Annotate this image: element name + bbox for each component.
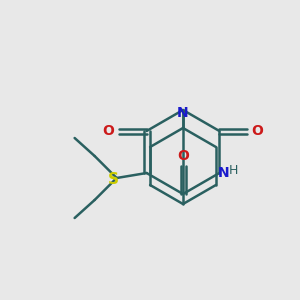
Text: S: S <box>108 172 119 188</box>
Text: O: O <box>251 124 263 138</box>
Text: O: O <box>103 124 115 138</box>
Text: H: H <box>229 164 238 178</box>
Text: N: N <box>218 166 229 180</box>
Text: O: O <box>177 149 189 163</box>
Text: N: N <box>177 106 189 120</box>
